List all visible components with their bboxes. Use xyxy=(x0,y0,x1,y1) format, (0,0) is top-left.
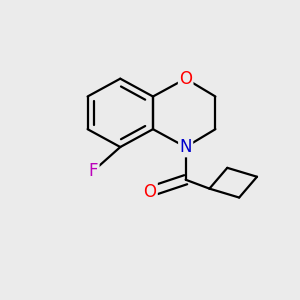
Text: O: O xyxy=(143,183,157,201)
Text: N: N xyxy=(179,138,192,156)
Text: O: O xyxy=(179,70,192,88)
Text: F: F xyxy=(89,162,98,180)
